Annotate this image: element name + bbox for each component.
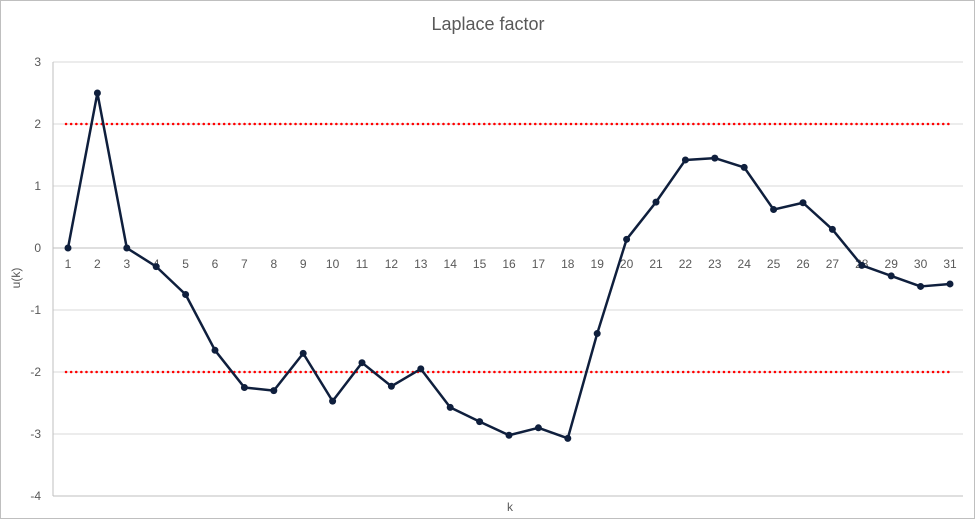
y-tick-label: 0 [34, 241, 41, 255]
y-tick-label: -3 [30, 427, 41, 441]
x-tick-label: 15 [473, 257, 487, 271]
x-tick-label: 16 [502, 257, 516, 271]
data-point [593, 330, 601, 338]
data-point [270, 387, 278, 395]
x-tick-label: 30 [914, 257, 928, 271]
y-tick-labels: 3 2 1 0 -1 -2 -3 -4 [30, 55, 41, 503]
data-point [329, 397, 337, 405]
y-tick-label: 2 [34, 117, 41, 131]
x-tick-label: 1 [65, 257, 72, 271]
x-tick-label: 7 [241, 257, 248, 271]
x-tick-label: 21 [649, 257, 663, 271]
data-point [505, 431, 513, 439]
y-tick-label: 3 [34, 55, 41, 69]
x-tick-label: 14 [444, 257, 458, 271]
x-tick-label: 10 [326, 257, 340, 271]
data-point [946, 280, 954, 288]
x-tick-label: 23 [708, 257, 722, 271]
x-tick-label: 26 [796, 257, 810, 271]
x-tick-label: 29 [885, 257, 899, 271]
data-point [417, 365, 425, 373]
x-tick-label: 18 [561, 257, 575, 271]
data-point [358, 359, 366, 367]
data-point [711, 154, 719, 162]
y-tick-label: -2 [30, 365, 41, 379]
data-point [799, 199, 807, 207]
reference-lines [64, 122, 952, 374]
x-tick-label: 25 [767, 257, 781, 271]
x-tick-label: 8 [270, 257, 277, 271]
x-tick-label: 31 [943, 257, 957, 271]
data-point [476, 418, 484, 426]
x-tick-label: 17 [532, 257, 546, 271]
x-tick-label: 27 [826, 257, 840, 271]
x-tick-label: 6 [212, 257, 219, 271]
data-point [623, 235, 631, 243]
x-tick-labels: 1234567891011121314151617181920212223242… [65, 257, 957, 271]
x-tick-label: 3 [123, 257, 130, 271]
x-tick-label: 12 [385, 257, 399, 271]
data-point [770, 206, 778, 214]
data-point [211, 346, 219, 354]
data-point [828, 225, 836, 233]
data-point [887, 272, 895, 280]
x-tick-label: 13 [414, 257, 428, 271]
x-axis-label: k [507, 500, 514, 514]
data-point [534, 424, 542, 432]
data-point [152, 263, 160, 271]
y-axis-label: u(k) [9, 268, 23, 289]
x-tick-label: 19 [591, 257, 605, 271]
data-point [446, 403, 454, 411]
x-tick-label: 9 [300, 257, 307, 271]
data-point [681, 156, 689, 164]
data-point [652, 198, 660, 206]
series-layer [64, 89, 954, 442]
data-point [740, 163, 748, 171]
data-point [564, 434, 572, 442]
chart-title: Laplace factor [431, 14, 544, 34]
x-tick-label: 2 [94, 257, 101, 271]
data-point [182, 291, 190, 298]
x-tick-label: 11 [356, 257, 369, 271]
y-tick-label: -4 [30, 489, 41, 503]
x-tick-label: 20 [620, 257, 634, 271]
data-point [64, 244, 72, 252]
data-point [387, 382, 395, 390]
x-tick-label: 24 [738, 257, 752, 271]
y-tick-label: -1 [30, 303, 41, 317]
data-point [917, 282, 925, 290]
data-point [299, 349, 307, 357]
data-point [123, 244, 131, 252]
data-point [240, 384, 248, 391]
x-tick-label: 5 [182, 257, 189, 271]
data-point [858, 261, 866, 269]
x-tick-label: 22 [679, 257, 693, 271]
y-tick-label: 1 [34, 179, 41, 193]
gridlines [52, 61, 963, 497]
data-point [93, 89, 101, 97]
